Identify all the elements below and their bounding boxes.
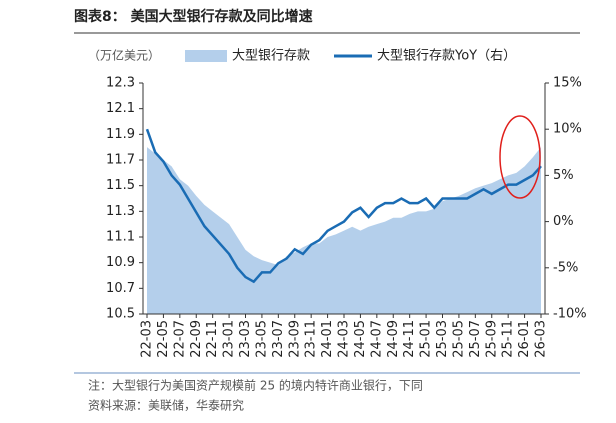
x-tick-label: 25-03 [435,320,450,358]
line [145,128,542,284]
source: 资料来源：美联储，华泰研究 [88,398,244,413]
x-tick-label: 22-05 [156,320,171,358]
x-tick-label: 23-03 [238,320,253,358]
plot: 10.5 10.7 10.9 11.1 11.3 11.5 11.7 11.9 12.1 12.3… [106,49,587,358]
area [147,147,541,314]
x-tick-label: 26-03 [534,320,549,358]
x-tick-label: 24-05 [353,320,368,358]
y-tick-label: 10.9 [106,255,135,270]
highlight-ellipse [499,115,541,199]
x-tick-label: 23-07 [271,320,286,358]
note: 注：大型银行为美国资产规模前 25 的境内特许商业银行，下同 [88,378,423,393]
x-tick-label: 23-01 [222,320,237,358]
x-tick-label: 22-07 [172,320,187,358]
y-tick-label: 11.3 [106,204,135,219]
x-tick-label: 23-11 [304,320,319,358]
unit-label: （万亿美元） [88,48,160,63]
x-tick-label: 26-01 [517,320,532,358]
x-tick-label: 23-05 [254,320,269,358]
y-tick-label: 11.1 [106,230,135,245]
x-tick-label: 24-03 [337,320,352,358]
y2-tick-label: 10% [553,122,582,137]
y2-tick-label: -5% [553,260,578,275]
y2-tick-label: -10% [553,307,587,322]
y-tick-label: 12.3 [106,76,135,91]
y2-tick-label: 5% [553,168,574,183]
x-tick-label: 25-01 [419,320,434,358]
x-tick-label: 22-03 [140,320,155,358]
x-tick-label: 24-11 [402,320,417,358]
x-tick-label: 24-07 [369,320,384,358]
y-tick-label: 10.5 [106,307,135,322]
y-tick-label: 11.7 [106,153,135,168]
legend-label: 大型银行存款 [232,49,310,64]
legend-swatch [185,50,227,62]
y-tick-label: 11.5 [106,178,135,193]
x-tick-label: 22-09 [189,320,204,358]
x-tick-label: 25-09 [484,320,499,358]
y-tick-label: 11.9 [106,127,135,142]
y2-tick-label: 0% [553,214,574,229]
x-tick-label: 24-09 [386,320,401,358]
chart-title: 图表8： 美国大型银行存款及同比增速 [74,8,313,25]
y-tick-label: 12.1 [106,101,135,116]
legend-label: 大型银行存款YoY（右） [377,49,516,64]
y2-tick-label: 15% [553,76,582,91]
x-tick-label: 25-07 [468,320,483,358]
x-tick-label: 22-11 [205,320,220,358]
x-tick-label: 25-11 [501,320,516,358]
x-tick-label: 23-09 [287,320,302,358]
x-tick-label: 24-01 [320,320,335,358]
x-tick-label: 25-05 [451,320,466,358]
y-tick-label: 10.7 [106,281,135,296]
